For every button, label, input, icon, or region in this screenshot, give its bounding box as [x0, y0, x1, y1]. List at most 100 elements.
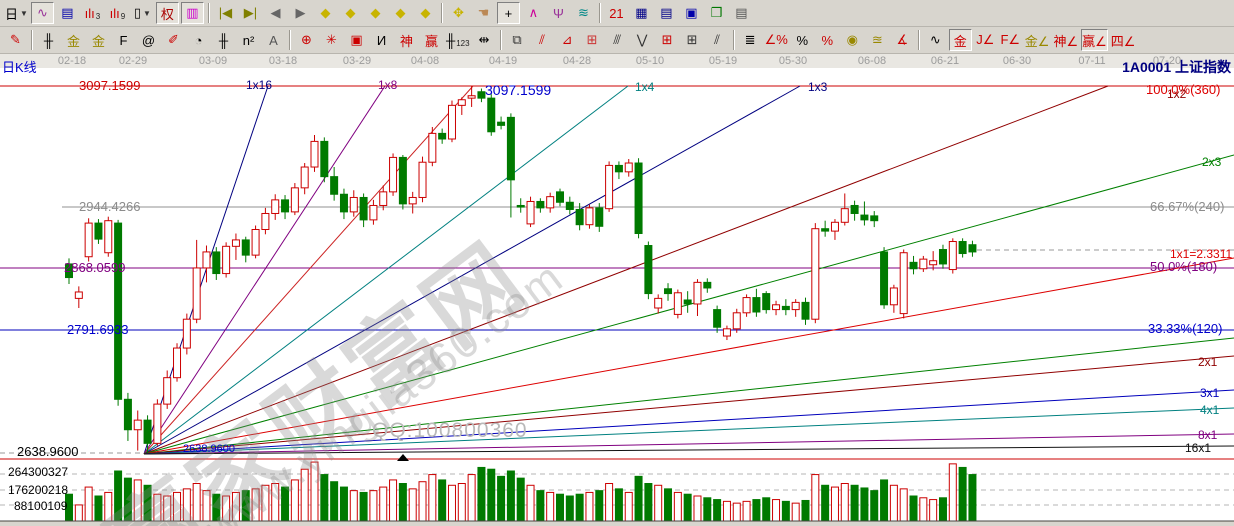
pan-hand-icon[interactable]: ☚: [472, 2, 495, 24]
golden-ratio2-icon[interactable]: 金: [87, 29, 110, 51]
print-icon[interactable]: ▤: [730, 2, 753, 24]
rays-star-icon[interactable]: ✳: [320, 29, 343, 51]
fractal-icon[interactable]: И: [370, 29, 393, 51]
target-circle-icon[interactable]: ⊕: [295, 29, 318, 51]
wave-ruler-icon[interactable]: ∿: [924, 29, 947, 51]
pointer-line-icon-glyph: ∧: [528, 5, 539, 20]
golden-circle-icon-glyph: ◉: [846, 32, 858, 47]
step-back-icon[interactable]: ◀: [264, 2, 287, 24]
percent-icon[interactable]: %: [791, 29, 814, 51]
gold-angle-line-icon-glyph: 金∠: [1024, 33, 1050, 49]
four-angle-line-icon[interactable]: 四∠: [1110, 29, 1137, 51]
multi-window-icon[interactable]: ❒: [705, 2, 728, 24]
compress-left-icon[interactable]: ◆: [314, 2, 337, 24]
dropdown-arrow-icon[interactable]: ▼: [20, 8, 28, 18]
chart-area[interactable]: 赢家财富网 www.yingjia360.com QQ:100800360 日K…: [0, 60, 1234, 526]
save-icon[interactable]: ▣: [680, 2, 703, 24]
notepad-icon[interactable]: ▤: [655, 2, 678, 24]
curve-tool-icon[interactable]: ≋: [572, 2, 595, 24]
golden-lines-icon[interactable]: ≊: [866, 29, 889, 51]
ying-angle-line-icon[interactable]: 赢∠: [1081, 29, 1108, 51]
chart-annotation-label: 1x4: [635, 80, 655, 94]
ying-tool-icon[interactable]: 赢: [420, 29, 443, 51]
volume-color-icon[interactable]: ▥: [180, 2, 204, 24]
gann-square-icon[interactable]: ▣: [345, 29, 368, 51]
zigzag-icon[interactable]: ⋁: [631, 29, 654, 51]
n-square-icon-glyph: n²: [242, 32, 255, 48]
shen-angle-line-icon[interactable]: 神∠: [1052, 29, 1079, 51]
pointer-line-icon[interactable]: ∧: [522, 2, 545, 24]
zoom-reset-icon[interactable]: ◆: [389, 2, 412, 24]
ruler-123-icon[interactable]: ╫ 123: [445, 29, 471, 51]
gold-angle-line-icon[interactable]: 金∠: [1024, 29, 1051, 51]
restore-rights-icon[interactable]: 权: [155, 2, 179, 24]
expand-range-icon[interactable]: ◆: [364, 2, 387, 24]
candle-style-selector[interactable]: ▯ ▼: [131, 2, 154, 24]
last-page-icon[interactable]: ▶|: [239, 2, 262, 24]
grid-dense-icon-glyph: ⊞: [686, 32, 698, 47]
calculator-icon[interactable]: ▦: [630, 2, 653, 24]
shen-tool-icon-glyph: 神: [399, 33, 413, 49]
gann-grid-icon[interactable]: ⊞: [656, 29, 679, 51]
shen-tool-icon[interactable]: 神: [395, 29, 418, 51]
volume-ma9-icon[interactable]: ılı 9: [106, 2, 129, 24]
chart-annotation-label: 3097.1599: [79, 78, 141, 93]
calendar-icon[interactable]: 21: [605, 2, 628, 24]
spiral-icon[interactable]: @: [137, 29, 160, 51]
angle-tool-icon[interactable]: A: [262, 29, 285, 51]
scale-ruler-icon[interactable]: ╫: [37, 29, 60, 51]
parallel-lines-icon[interactable]: ⫻: [606, 29, 629, 51]
step-forward-icon[interactable]: ▶: [289, 2, 312, 24]
gold-box-icon-glyph: 金: [953, 33, 967, 49]
move-view-icon[interactable]: ✥: [447, 2, 470, 24]
channel-lines-icon[interactable]: ⫽: [706, 29, 729, 51]
kline-canvas[interactable]: [0, 68, 1234, 521]
target-circle-icon-glyph: ⊕: [301, 32, 312, 47]
j-angle-line-icon-glyph: J∠: [976, 32, 995, 47]
toolbar-separator: [499, 30, 502, 50]
period-selector-glyph: 日: [5, 6, 19, 22]
j-angle-line-icon[interactable]: J∠: [974, 29, 997, 51]
speed-fan-icon-glyph: ⫽: [539, 32, 545, 47]
speed-fan-icon[interactable]: ⫽: [531, 29, 554, 51]
width-arrows-icon[interactable]: ⇹: [473, 29, 496, 51]
percent-slope-icon[interactable]: ∠%: [764, 29, 789, 51]
golden-ratio-icon[interactable]: 金: [62, 29, 85, 51]
indicator-tool-icon[interactable]: Ψ: [547, 2, 570, 24]
compress-right-icon[interactable]: ◆: [339, 2, 362, 24]
full-view-icon[interactable]: ◆: [414, 2, 437, 24]
brush-icon-glyph: ✎: [10, 32, 21, 47]
gann-grid-icon-glyph: ⊞: [661, 32, 673, 47]
n-square-icon[interactable]: n²: [237, 29, 260, 51]
dropdown-arrow-icon[interactable]: ▼: [143, 8, 151, 18]
indicator-tool-icon-glyph: Ψ: [553, 5, 564, 21]
spiral-icon-glyph: @: [141, 32, 156, 48]
brush-icon[interactable]: ✎: [4, 29, 27, 51]
angle-measure-icon[interactable]: ∡: [891, 29, 914, 51]
parallel-lines-icon-glyph: ⫻: [613, 32, 621, 47]
gold-box-icon[interactable]: 金: [948, 29, 972, 51]
chart-annotation-label: 66.67%(240): [1150, 199, 1225, 214]
f-ruler-icon[interactable]: F: [112, 29, 135, 51]
volume-ma3-icon[interactable]: ılı 3: [81, 2, 104, 24]
time-ruler-icon[interactable]: ╫: [212, 29, 235, 51]
fan-box-icon[interactable]: ⊿: [556, 29, 579, 51]
crosshair-icon[interactable]: +: [496, 2, 520, 24]
fan-grid-icon[interactable]: ⊞: [581, 29, 604, 51]
f-angle-line-icon[interactable]: F∠: [999, 29, 1022, 51]
f10-info-icon-glyph: ▤: [61, 5, 74, 20]
grid-dense-icon[interactable]: ⊞: [681, 29, 704, 51]
period-selector[interactable]: 日 ▼: [4, 2, 29, 24]
f10-info-icon[interactable]: ▤: [56, 2, 79, 24]
gann-box-icon[interactable]: ⧉: [506, 29, 529, 51]
golden-circle-icon[interactable]: ◉: [841, 29, 864, 51]
volume-ma3-icon-glyph: ılı: [84, 5, 95, 21]
percent-lines-icon[interactable]: %: [816, 29, 839, 51]
fib-levels-icon[interactable]: ≣: [739, 29, 762, 51]
measure-pen-icon[interactable]: ✐: [162, 29, 185, 51]
intraday-chart-icon[interactable]: ∿: [30, 2, 54, 24]
gann-square-icon-glyph: ▣: [350, 32, 363, 47]
cycle-circle-icon[interactable]: ◔: [187, 29, 210, 51]
date-tick-label: 03-18: [268, 55, 298, 67]
first-page-icon[interactable]: |◀: [214, 2, 237, 24]
